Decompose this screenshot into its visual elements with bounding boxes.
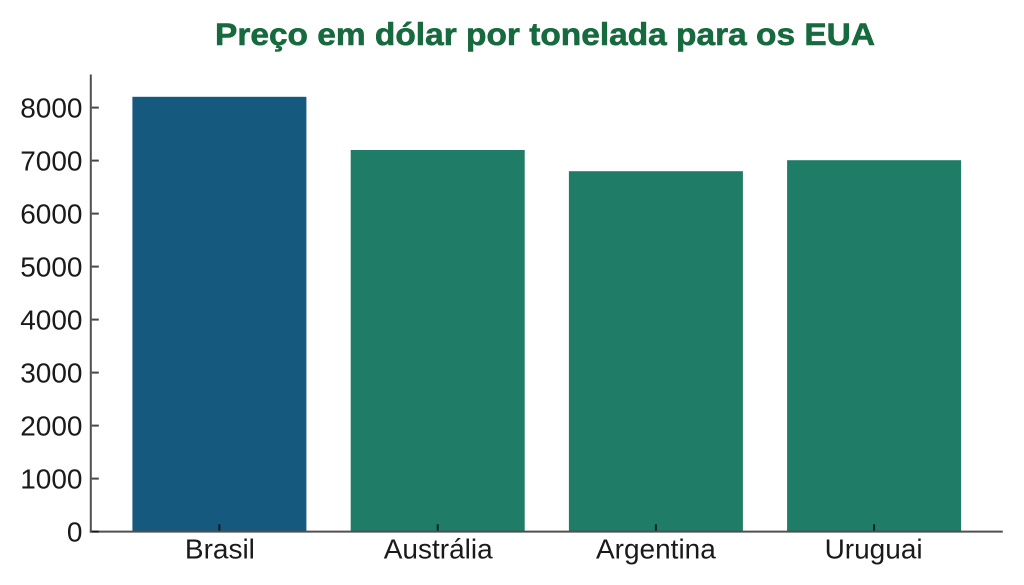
svg-text:Argentina: Argentina [596,534,716,565]
svg-text:6000: 6000 [20,198,82,229]
svg-text:8000: 8000 [20,92,82,123]
svg-text:0: 0 [67,516,83,547]
svg-text:4000: 4000 [20,304,82,335]
svg-text:1000: 1000 [20,463,82,494]
svg-text:Preço em dólar por tonelada pa: Preço em dólar por tonelada para os EUA [215,16,875,52]
svg-text:Uruguai: Uruguai [825,534,923,565]
svg-text:Brasil: Brasil [185,534,255,565]
svg-text:5000: 5000 [20,251,82,282]
svg-text:3000: 3000 [20,357,82,388]
svg-text:2000: 2000 [20,410,82,441]
svg-text:7000: 7000 [20,145,82,176]
svg-text:Austrália: Austrália [384,534,493,565]
